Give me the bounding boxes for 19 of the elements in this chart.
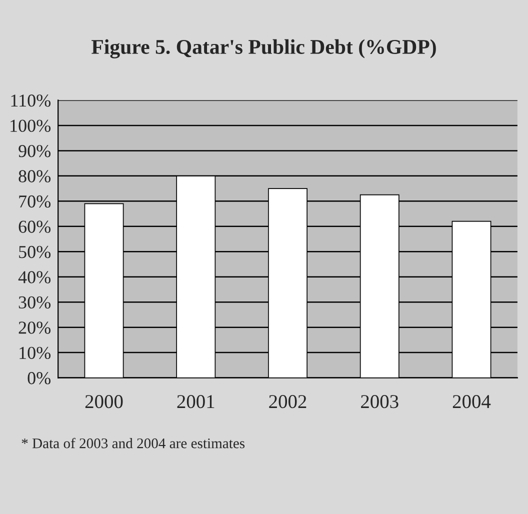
y-tick-label: 60%: [18, 220, 51, 233]
y-tick-label: 100%: [10, 120, 51, 132]
y-tick-label: 70%: [19, 195, 51, 208]
x-tick-label: 2004: [452, 395, 491, 408]
y-tick-label: 20%: [18, 322, 51, 334]
y-tick-label: 50%: [19, 246, 51, 258]
x-tick-label: 2001: [177, 395, 214, 408]
y-tick-label: 40%: [18, 271, 51, 284]
chart-title: Figure 5. Qatar's Public Debt (%GDP): [92, 39, 436, 58]
y-tick-label: 110%: [11, 94, 51, 107]
x-tick-label: 2003: [361, 395, 398, 408]
text: * Data of 2003 and 2004 are estimates: [22, 438, 245, 448]
y-tick-label: 90%: [18, 144, 51, 158]
x-tick-label: 2000: [85, 395, 123, 408]
y-tick-label: 80%: [18, 170, 51, 182]
y-tick-label: 10%: [20, 346, 51, 360]
y-tick-label: 30%: [18, 296, 51, 309]
x-tick-label: 2002: [269, 395, 306, 408]
y-tick-label: 0%: [28, 372, 51, 384]
